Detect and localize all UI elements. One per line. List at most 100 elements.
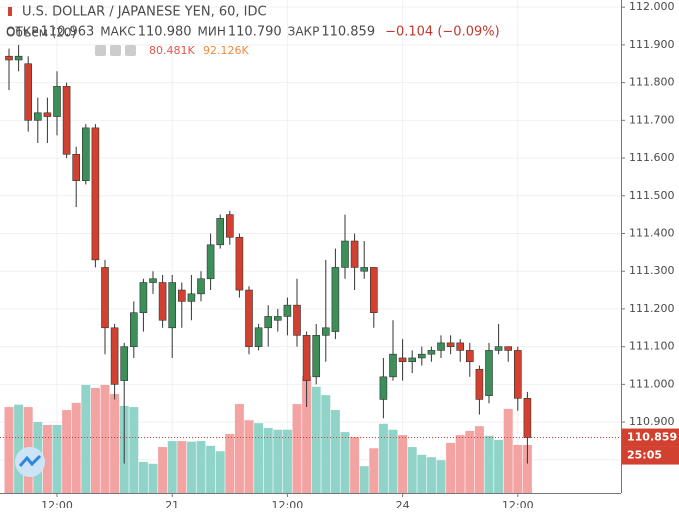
candle-body [321,327,330,336]
candle-body [178,289,186,302]
candle-body [331,267,340,332]
volume-bar [465,430,475,493]
candle-body [254,327,263,347]
y-tick-label: 111.600 [629,151,675,164]
candle-body [417,353,426,359]
candle-body [437,342,445,351]
volume-bar [455,435,465,493]
candle-body [494,346,503,351]
candle-body [360,267,369,272]
header: U.S. DOLLAR / JAPANESE YEN, 60, IDC Объё… [6,5,500,58]
volume-bar [503,408,513,493]
volume-bar [177,441,187,493]
ohlc-label: МИН [198,25,226,39]
volume-bar [388,429,398,493]
y-tick-label: 112.000 [629,0,675,13]
candle-body [341,240,349,268]
volume-bar [494,439,504,493]
candle-body [187,293,196,302]
y-tick-label: 111.300 [629,264,675,277]
volume-bar [206,445,216,493]
candle-body [523,398,532,438]
candle-body [293,304,301,336]
candle-body [53,86,61,117]
candle-body [283,304,292,317]
vol-ma: 92.126K [203,44,249,57]
candle-body [168,282,176,329]
logo-mark[interactable] [18,454,42,467]
x-tick-label: 12:00 [502,499,534,508]
volume-bar [52,424,62,493]
ohlc-value: 110.790 [228,25,282,40]
volume-bar [282,429,292,493]
ohlc-value: 110.859 [321,25,375,40]
volume-bar [446,442,456,493]
candle-body [91,127,100,261]
volume-bar [340,432,350,493]
logo[interactable] [15,447,45,477]
volume-bar [90,387,100,493]
x-tick-label: 21 [165,499,179,508]
candle-body [350,240,359,268]
volume-bar [215,451,225,493]
ohlc-label: МАКС [100,25,135,39]
last-price-box [622,428,679,447]
volume-bar [100,384,110,493]
volume-buttons[interactable] [95,45,136,56]
symbol-icon [8,7,12,16]
candle-body [485,350,493,396]
ohlc-value: 110.980 [138,25,192,40]
ohlc-label: ЗАКР [288,25,320,39]
candle-body [43,112,52,117]
volume-bar [129,407,139,493]
y-tick-label: 111.000 [629,377,675,390]
candle-body [369,267,378,313]
candle-body [120,346,128,381]
candle-body [427,350,436,355]
volume-bar [81,384,91,493]
volume-bar [225,433,235,493]
btn-close[interactable] [125,45,136,56]
candle-body [456,342,465,351]
candle-body [139,282,148,313]
candle-body [379,376,388,400]
volume-bar [42,424,52,493]
candle-body [149,278,157,283]
last-price-label: 110.859 [627,431,677,444]
x-tick-label: 24 [396,499,410,508]
volume-bar [254,423,264,493]
x-tick-label: 12:00 [41,499,73,508]
volume-bar [167,441,177,493]
candle-body [264,316,273,329]
btn-eye[interactable] [95,45,106,56]
btn-settings[interactable] [110,45,121,56]
candle-body [408,357,417,363]
candle-body [110,327,119,385]
x-tick-label: 12:00 [272,499,304,508]
candle-body [273,316,282,321]
vol-title: Объём (20) [6,26,76,40]
volume-bar [522,444,532,493]
candle-body [312,335,321,378]
y-tick-label: 111.800 [629,76,675,89]
volume-bar [71,402,81,493]
volume-bar [138,461,148,493]
candle-body [33,112,42,121]
candle-body [62,86,71,155]
candle-body [389,353,397,378]
countdown: 25:05 [627,449,662,462]
volume-bar [4,407,14,493]
volume-layer [4,376,532,493]
volume-bar [378,423,388,493]
candle-body [398,357,407,363]
volume-bar [311,386,321,493]
volume-bar [263,427,273,493]
y-tick-label: 111.100 [629,340,675,353]
candle-body [475,368,484,400]
candle-body [130,312,138,347]
candle-body [101,267,109,329]
ohlc-value: 110.963 [41,25,95,40]
volume-bar [359,466,369,493]
